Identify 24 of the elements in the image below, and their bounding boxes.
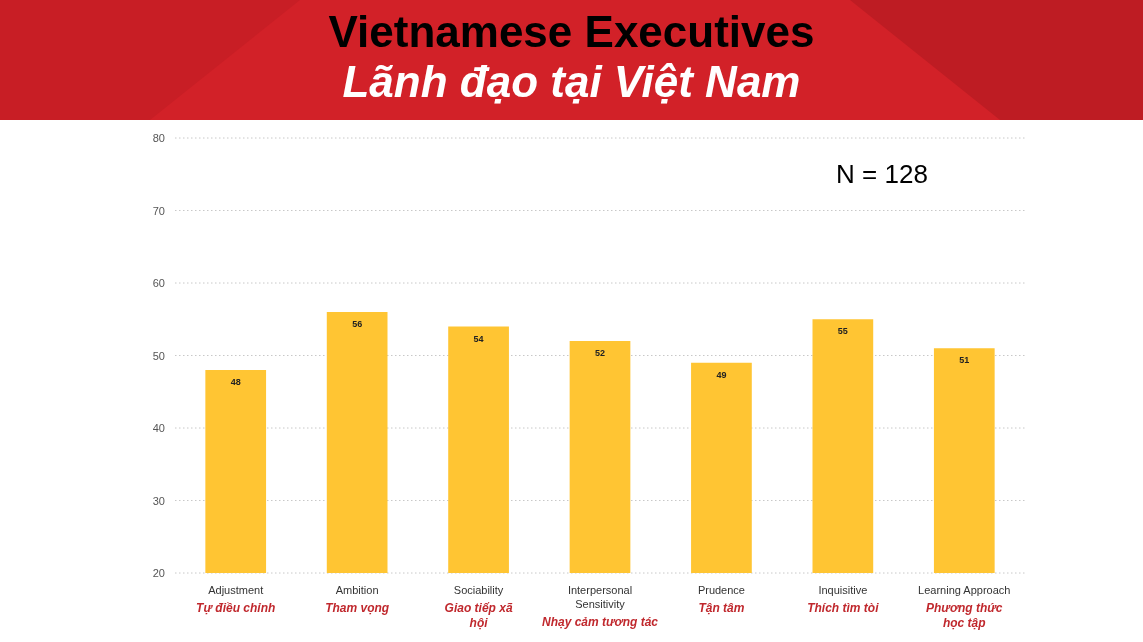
x-tick-label: Ambition Tham vọng	[325, 584, 390, 615]
y-tick-label: 20	[152, 567, 165, 579]
data-label: 51	[959, 355, 970, 366]
data-label: 54	[473, 333, 484, 344]
x-tick-label: Learning Approach Phương thức học tập	[918, 584, 1011, 630]
y-tick-label: 50	[152, 349, 165, 362]
y-tick-label: 70	[152, 204, 165, 217]
y-tick-label: 60	[152, 277, 165, 289]
x-tick-label: Sociability Giao tiếp xã hội	[444, 584, 513, 630]
data-label: 49	[716, 369, 727, 380]
data-label: 56	[352, 319, 363, 329]
x-tick-label: Interpersonal Sensitivity Nhạy cảm tương tác	[542, 584, 659, 629]
data-label: 48	[230, 377, 241, 387]
data-label: 52	[594, 348, 606, 358]
y-tick-label: 80	[152, 132, 165, 144]
chart-subtitle: Lãnh đạo tại Việt Nam	[342, 57, 801, 106]
chart-title: Vietnamese Executives	[328, 7, 815, 56]
annotation: N = 128	[836, 159, 928, 189]
x-tick-label: Inquisitive Thích tìm tòi	[807, 584, 880, 615]
data-label: 55	[837, 326, 848, 337]
y-tick-label: 40	[152, 422, 165, 434]
x-tick-label: Prudence Tận tâm	[697, 584, 745, 615]
y-tick-label: 30	[152, 494, 165, 507]
x-tick-label: Adjustment Tự điều chỉnh	[196, 584, 276, 615]
